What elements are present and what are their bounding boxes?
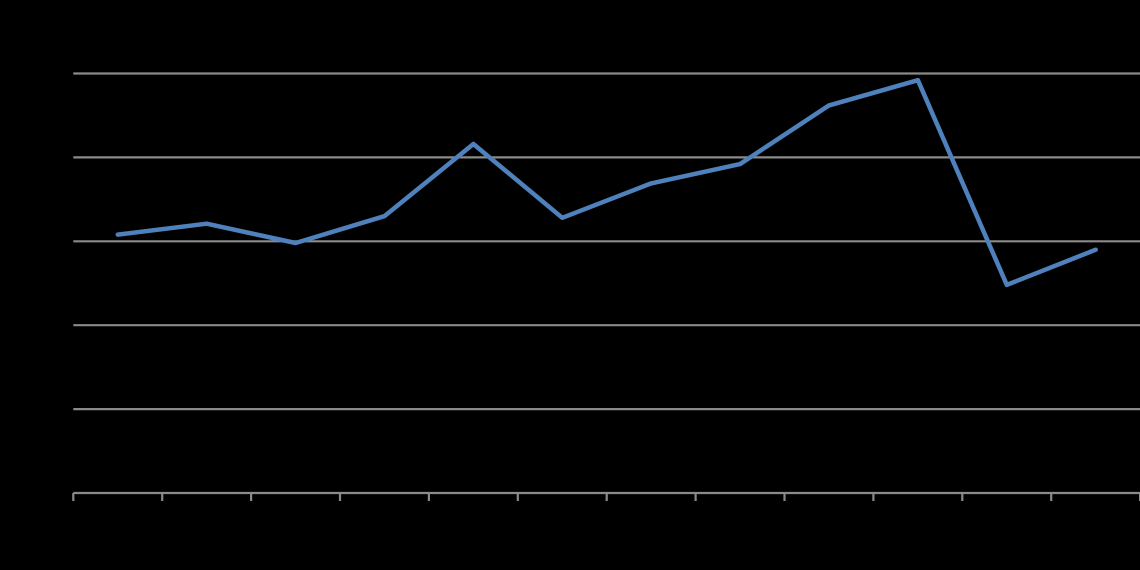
data-series-group bbox=[115, 77, 1098, 288]
x-axis-group bbox=[72, 491, 1140, 501]
data-series-line bbox=[115, 77, 1098, 288]
gridline-group bbox=[73, 72, 1140, 411]
